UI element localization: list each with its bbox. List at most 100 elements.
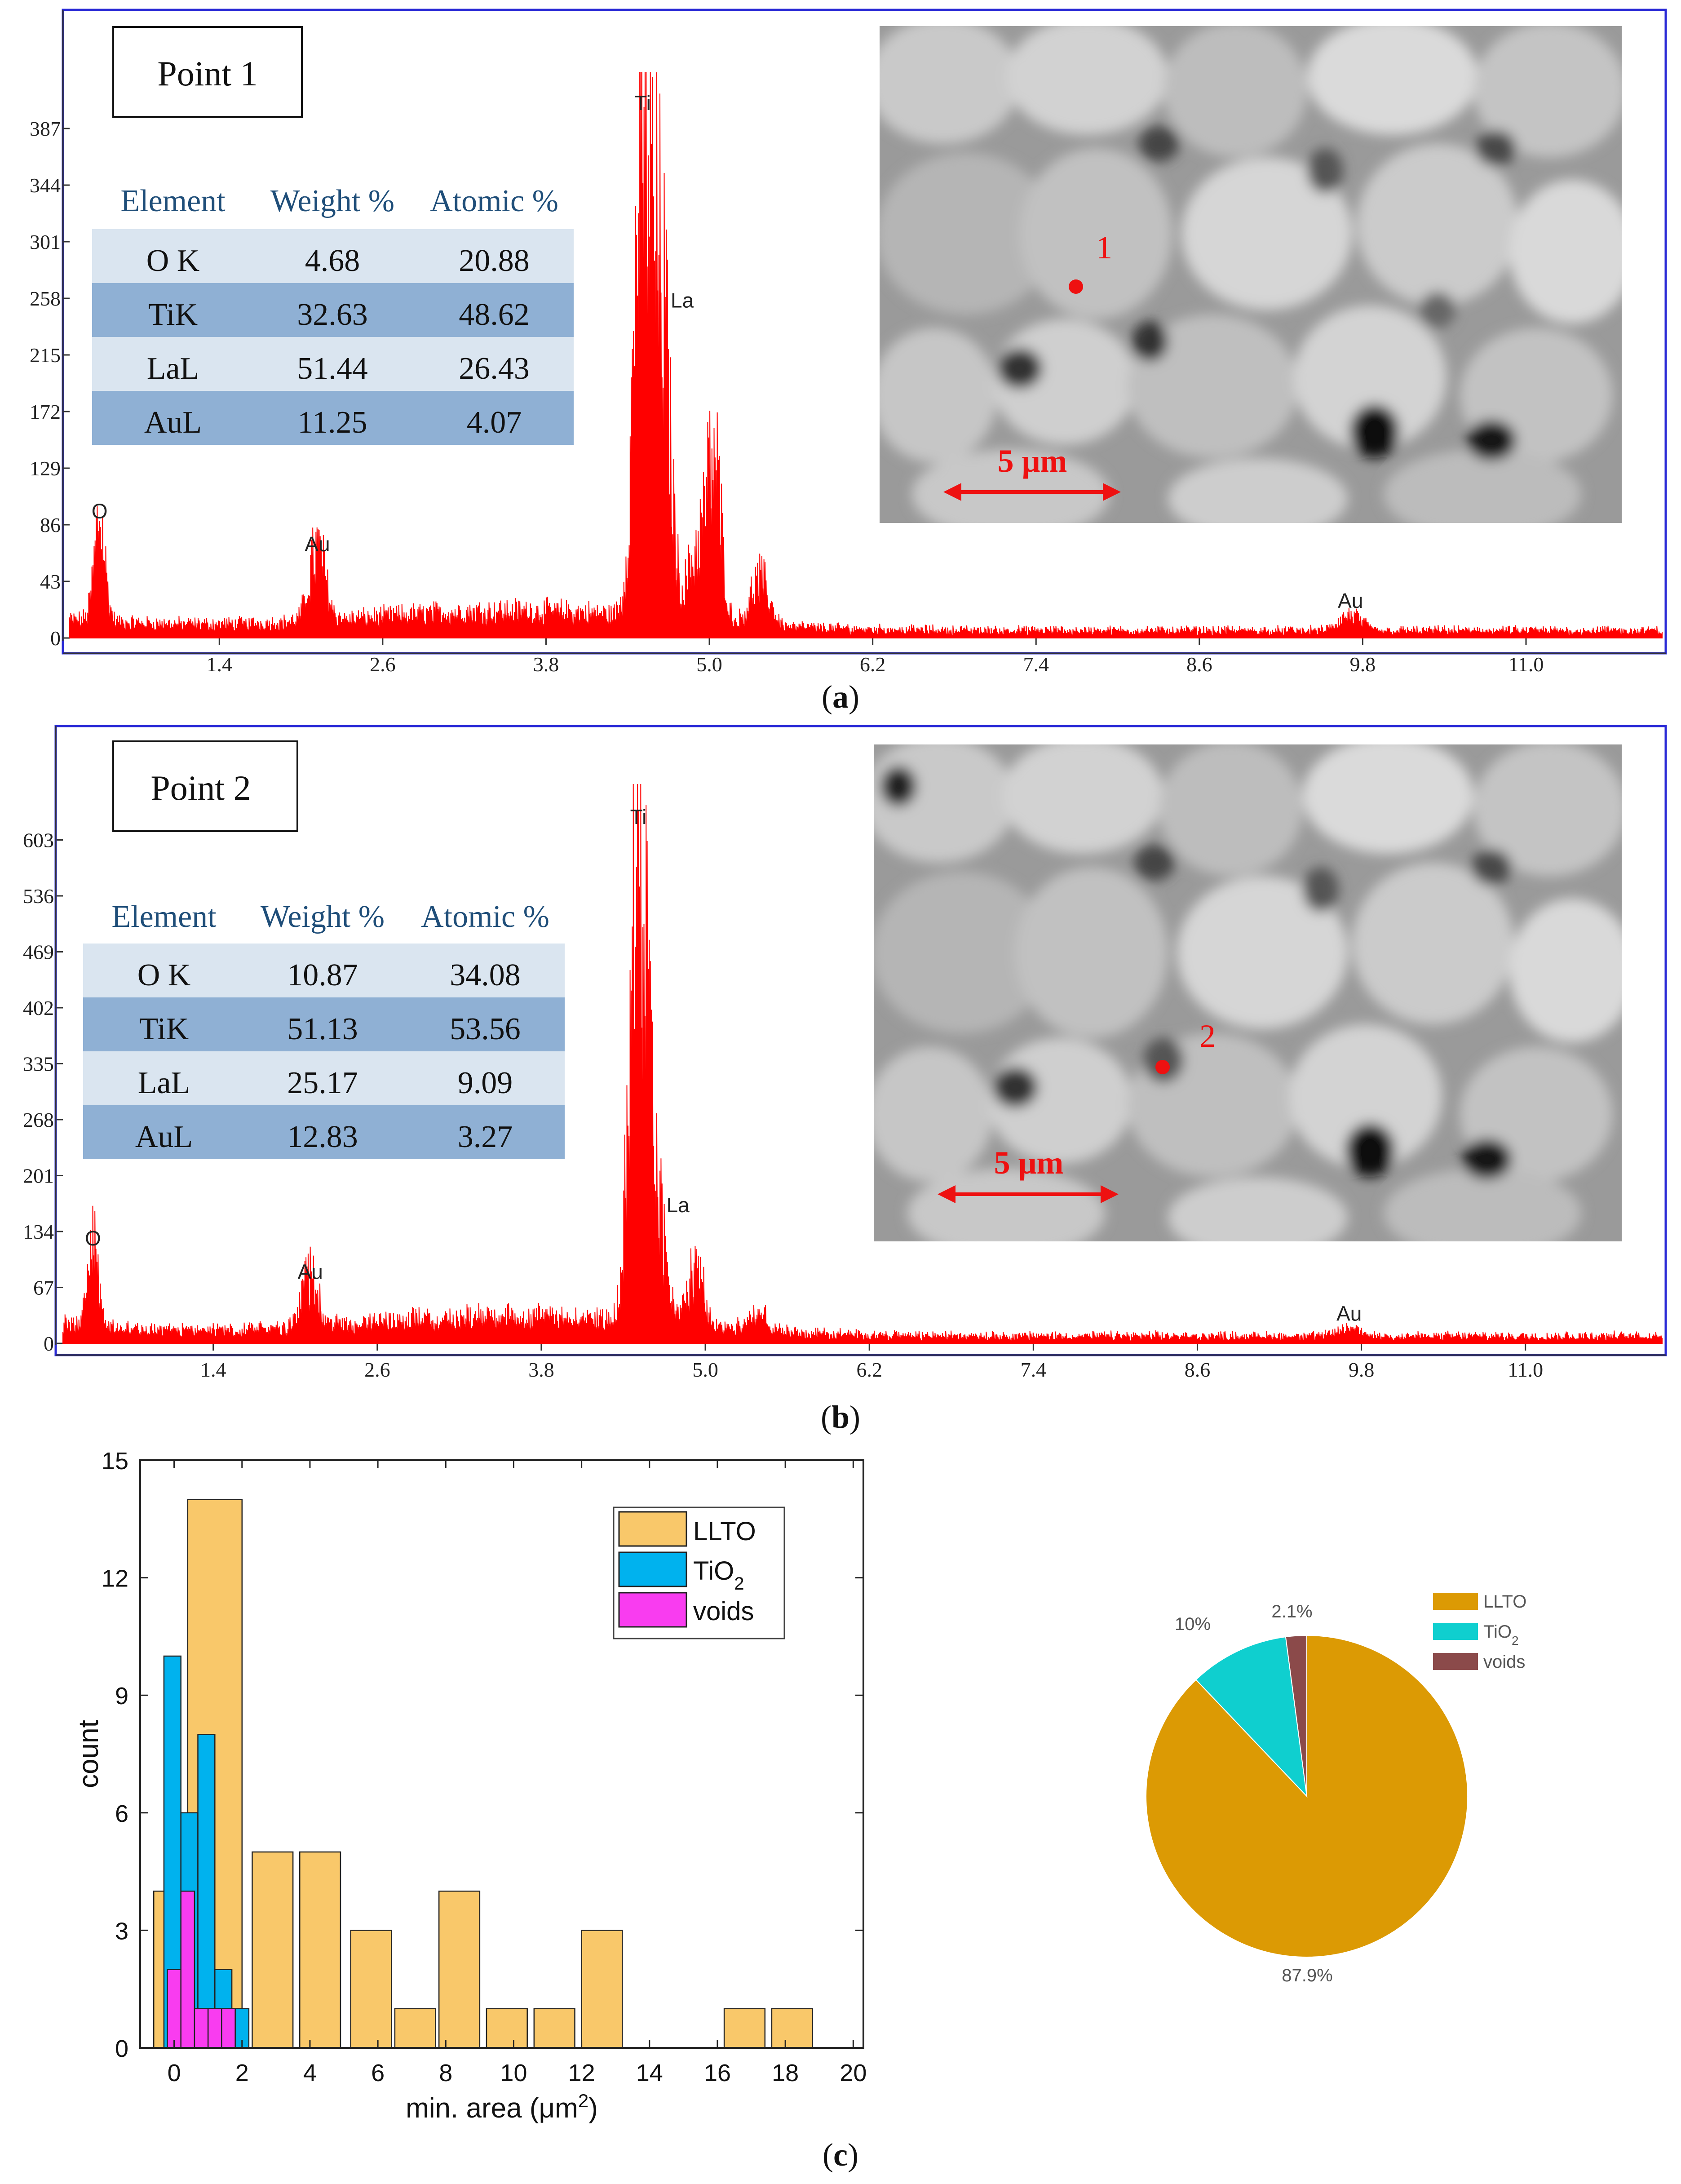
y-tick-label: 86 [40, 514, 61, 536]
peak-label-au: Au [298, 1260, 323, 1284]
panel-b-table: Element Weight % Atomic % O K 10.87 34.0… [83, 899, 565, 1159]
y-tick-label: 6 [115, 1800, 128, 1827]
x-tick-label: 1.4 [200, 1358, 226, 1381]
panel-b-table-cell: 9.09 [458, 1066, 513, 1100]
panel-a-table-cell: AuL [144, 405, 202, 440]
x-tick-label: 9.8 [1349, 1358, 1375, 1381]
panel-b-point-label: Point 2 [150, 768, 251, 807]
y-tick-label: 0 [115, 2035, 128, 2062]
y-tick-label: 134 [23, 1220, 54, 1243]
panel-b-spectrum [62, 784, 1663, 1344]
panel-a-y-axis: 0 43 86 129 172 215 258 301 344 387 [30, 10, 70, 650]
histogram-bar-llto [581, 1930, 623, 2049]
peak-label-ti: Ti [630, 805, 647, 828]
table-row: AuL 12.83 3.27 [135, 1120, 513, 1154]
x-tick-label: 10 [500, 2060, 527, 2087]
histogram-y-axis-title: count [73, 1720, 104, 1788]
panel-c-pie: 87.9% 10% 2.1% LLTO TiO2 voids [1146, 1592, 1526, 1985]
panel-a-table-cell: 4.07 [467, 405, 522, 440]
peak-label-la: La [667, 1193, 690, 1217]
legend-label-tio2: TiO2 [693, 1556, 744, 1594]
panel-a-table-cell: 32.63 [297, 297, 368, 332]
peak-label-la: La [671, 289, 694, 312]
legend-label-llto: LLTO [693, 1517, 756, 1546]
pie-legend-swatch-tio2 [1433, 1623, 1478, 1640]
table-row: LaL 51.44 26.43 [147, 351, 530, 386]
x-tick-label: 7.4 [1021, 1358, 1047, 1381]
peak-label-ti: Ti [634, 91, 651, 115]
panel-b-table-cell: 53.56 [450, 1012, 521, 1046]
histogram-bar-voids [221, 2008, 236, 2049]
x-tick-label: 3.8 [528, 1358, 554, 1381]
y-tick-label: 0 [50, 627, 61, 650]
y-tick-label: 301 [30, 230, 61, 253]
panel-a-table-header-atomic: Atomic % [430, 184, 558, 218]
panel-b-scale-bar-label: 5 μm [994, 1145, 1064, 1181]
y-tick-label: 201 [23, 1165, 54, 1187]
legend-swatch-tio2 [618, 1551, 687, 1587]
y-tick-label: 402 [23, 997, 54, 1019]
x-tick-label: 6.2 [860, 653, 886, 676]
histogram-frame [139, 1459, 864, 2049]
x-tick-label: 1.4 [207, 653, 233, 676]
panel-b-table-cell: 51.13 [287, 1012, 358, 1046]
x-tick-label: 7.4 [1023, 653, 1049, 676]
panel-b-point-box [112, 740, 298, 832]
panel-b-table-cell: 34.08 [450, 958, 521, 992]
x-tick-label: 6.2 [856, 1358, 882, 1381]
panel-b: 0 67 134 201 268 335 402 469 536 603 1.4 2.6 3.8 5.0… [23, 725, 1667, 1435]
y-tick-label: 43 [40, 570, 61, 593]
histogram-bar-llto [252, 1851, 294, 2049]
panel-a-table-cell: 20.88 [459, 244, 530, 278]
panel-a-table-cell: 11.25 [298, 405, 367, 440]
histogram-bar-tio2 [197, 1734, 216, 2049]
x-tick-label: 4 [303, 2060, 317, 2087]
histogram-bar-llto [394, 2008, 436, 2049]
peak-label-o: O [85, 1227, 101, 1250]
histogram-bar-llto [533, 2008, 575, 2049]
histogram-bar-llto [438, 1890, 481, 2049]
y-tick-label: 3 [115, 1918, 128, 1945]
panel-b-table-cell: LaL [138, 1066, 190, 1100]
panel-b-table-cell: 12.83 [287, 1120, 358, 1154]
y-tick-label: 335 [23, 1053, 54, 1076]
x-tick-label: 5.0 [696, 653, 722, 676]
panel-a-point-label: Point 1 [157, 54, 257, 93]
table-row: O K 4.68 20.88 [146, 244, 530, 278]
x-tick-label: 12 [568, 2060, 595, 2087]
panel-a-table-cell: 26.43 [459, 351, 530, 386]
histogram-bar-llto [486, 2008, 528, 2049]
histogram-bar-voids [167, 1969, 181, 2049]
panel-b-table-header-element: Element [111, 899, 217, 934]
panel-b-table-cell: 10.87 [287, 958, 358, 992]
y-tick-label: 344 [30, 174, 61, 197]
panel-a-table-cell: O K [146, 244, 200, 278]
x-tick-label: 8.6 [1186, 653, 1212, 676]
pie-legend-swatch-llto [1433, 1593, 1478, 1610]
peak-label-au: Au [305, 532, 330, 556]
table-row: TiK 51.13 53.56 [139, 1012, 521, 1046]
spectrum-trace [69, 71, 1663, 638]
histogram-bar-voids [207, 2008, 222, 2049]
peak-label-au: Au [1338, 589, 1363, 612]
pie-legend-label-llto: LLTO [1483, 1592, 1526, 1612]
panel-b-scale-bar: 5 μm [938, 1145, 1119, 1203]
panel-a-marker-label: 1 [1096, 230, 1112, 266]
panel-b-table-header-weight: Weight % [261, 899, 385, 934]
panel-c-histogram: 0 2 4 6 8 10 12 14 16 18 20 0 3 6 9 12 15 min. area (μm… [73, 1448, 867, 2124]
panel-b-caption: (b) [821, 1399, 860, 1435]
pie-slice-tio2 [1195, 1636, 1308, 1798]
histogram-bar-voids [194, 2008, 209, 2049]
pie-value-label: 2.1% [1271, 1602, 1312, 1621]
panel-a-table-header-weight: Weight % [270, 184, 394, 218]
histogram-bar-voids [180, 1890, 195, 2049]
panel-a-table-cell: 51.44 [297, 351, 368, 386]
pie-legend-swatch-voids [1433, 1653, 1478, 1670]
y-tick-label: 172 [30, 400, 61, 423]
panel-a-spectrum [69, 71, 1663, 638]
x-tick-label: 18 [772, 2060, 799, 2087]
y-tick-label: 12 [102, 1565, 128, 1592]
legend-swatch-voids [618, 1592, 687, 1628]
panel-b-table-cell: 3.27 [458, 1120, 513, 1154]
